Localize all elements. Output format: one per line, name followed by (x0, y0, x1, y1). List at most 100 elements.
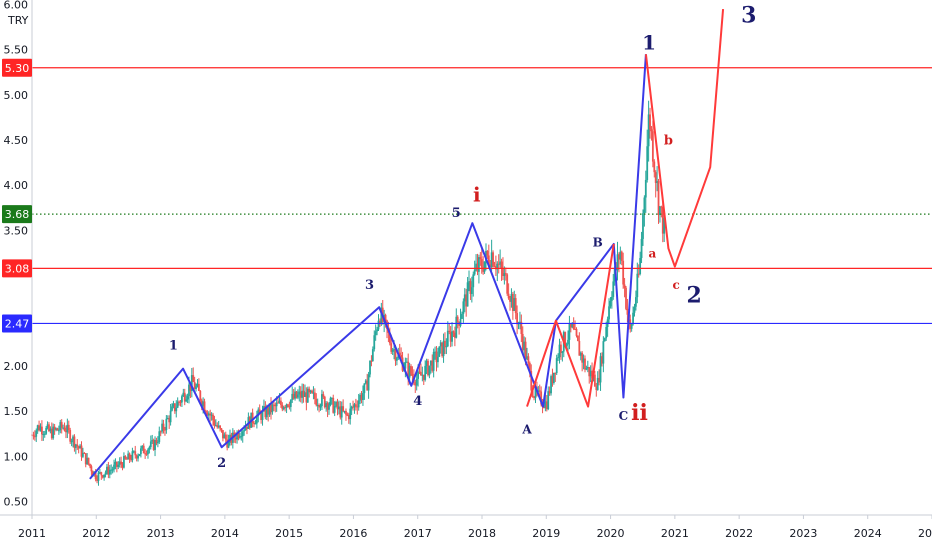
candle-body (622, 260, 625, 285)
candle-body (528, 362, 531, 372)
candle-body (455, 316, 458, 338)
candle-body (255, 415, 258, 424)
candles-layer (31, 100, 666, 486)
candle-body (195, 386, 197, 390)
candle-body (538, 390, 541, 392)
candle-body (451, 331, 453, 342)
candle-body (268, 403, 271, 415)
candle-body (384, 314, 387, 321)
candle-body (263, 406, 265, 411)
candle-body (65, 430, 67, 433)
candle-body (181, 396, 183, 403)
candle-body (90, 466, 93, 472)
wave-label: C (619, 409, 629, 423)
candle-body (630, 324, 633, 329)
candle-body (100, 472, 103, 476)
candle-body (53, 426, 56, 430)
candle-body (591, 370, 593, 379)
horizontal-levels-layer (32, 67, 932, 325)
candle-body (190, 375, 193, 391)
candle-body (357, 400, 360, 408)
candle-body (585, 368, 588, 370)
candle-body (296, 394, 299, 398)
candle-body (350, 406, 353, 409)
candle-body (89, 463, 91, 467)
candle-body (636, 273, 639, 298)
price-axis[interactable]: 0.50 1.00 1.50 2.00 3.50 4.00 4.50 5.00 5.50 6.00 (4, 0, 29, 508)
candle-body (376, 329, 378, 332)
candle-body (405, 361, 408, 363)
candle-body (439, 342, 442, 347)
candle-body (243, 430, 246, 432)
candle-body (633, 306, 636, 313)
candle-body (575, 329, 578, 336)
candle-body (420, 372, 422, 376)
candle-body (349, 408, 352, 420)
candle-body (367, 374, 370, 391)
candle-body (487, 255, 490, 265)
candle-body (490, 252, 493, 267)
candle-body (523, 341, 526, 351)
candle-body (411, 373, 414, 376)
candle-body (434, 351, 436, 353)
candle-body (285, 404, 288, 408)
candle-body (118, 461, 121, 465)
candle-body (486, 250, 489, 256)
candle-body (207, 413, 210, 416)
candle-body (626, 308, 629, 315)
candle-body (281, 404, 284, 410)
candle-body (414, 382, 417, 386)
candle-body (84, 453, 87, 465)
candle-body (391, 349, 394, 352)
candle-body (82, 452, 84, 457)
candle-body (219, 425, 221, 429)
candle-body (246, 426, 248, 429)
price-tick: 4.50 (4, 134, 29, 147)
candle-body (437, 356, 439, 363)
candle-body (561, 351, 564, 353)
candle-body (159, 431, 162, 433)
wave-line-0 (89, 54, 647, 480)
candle-body (306, 388, 309, 403)
candle-body (534, 386, 537, 399)
candle-body (608, 306, 610, 320)
candle-body (200, 400, 203, 407)
candle-body (558, 344, 561, 358)
candle-body (125, 458, 128, 460)
time-tick: 2025 (918, 527, 932, 540)
wave-line-2 (644, 8, 725, 268)
candle-body (295, 391, 298, 398)
candle-body (550, 376, 552, 394)
candle-body (275, 402, 278, 407)
time-axis[interactable]: 2011 2012 2013 2014 2015 2016 2017 2018 2019 2020… (18, 515, 932, 540)
candle-body (380, 307, 383, 325)
candle-body (647, 114, 650, 147)
candle-body (111, 469, 114, 471)
candle-body (73, 436, 76, 448)
candle-body (660, 206, 663, 208)
candle-body (308, 388, 311, 393)
candle-body (193, 381, 196, 390)
candle-body (130, 459, 132, 461)
candle-body (581, 352, 584, 363)
candle-body (377, 320, 380, 330)
candle-body (431, 360, 434, 371)
candle-body (547, 391, 550, 410)
candle-body (346, 414, 349, 416)
candle-body (568, 323, 571, 340)
candle-body (206, 412, 209, 416)
candle-body (620, 251, 623, 261)
price-tick: 1.00 (4, 450, 29, 463)
time-tick: 2021 (661, 527, 689, 540)
candle-body (292, 393, 295, 399)
candle-body (164, 429, 166, 431)
candle-body (272, 404, 275, 406)
candle-body (353, 404, 356, 408)
time-tick: 2017 (404, 527, 432, 540)
level-tag-5.30 (2, 58, 32, 77)
candle-body (107, 466, 110, 475)
time-tick: 2020 (597, 527, 625, 540)
candle-body (635, 297, 637, 307)
wave-label: 2 (686, 283, 701, 309)
